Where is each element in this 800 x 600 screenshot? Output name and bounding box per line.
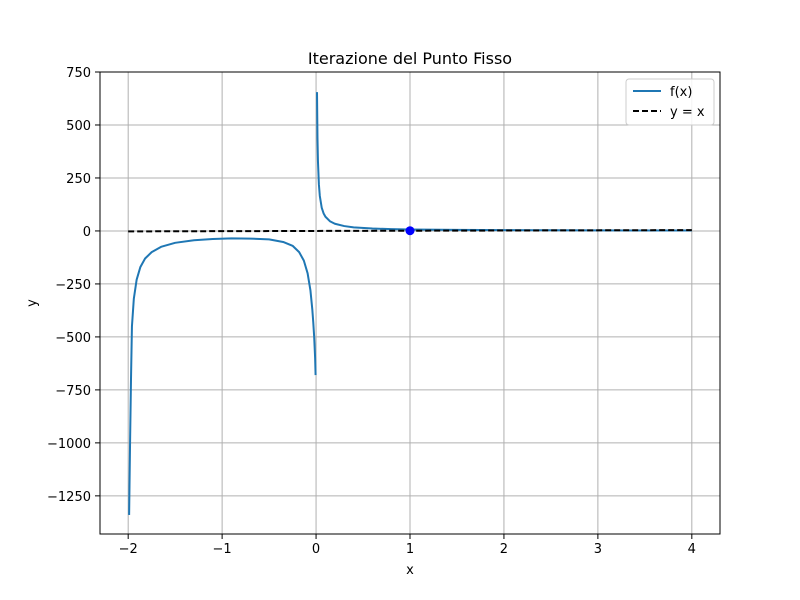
axis-ticks: −2 −1 0 1 2 3 4 750 500 250 0 −250 −500 −750 −1000 −125… [47,66,696,557]
x-tick-label: 0 [312,542,320,557]
chart-title: Iterazione del Punto Fisso [308,49,512,68]
x-tick-label: −2 [119,542,138,557]
legend: f(x) y = x [625,78,715,126]
y-tick-label: −750 [55,384,91,399]
y-tick-label: 250 [66,172,91,187]
legend-label-fx: f(x) [670,85,692,100]
y-tick-label: −1000 [47,437,91,452]
x-axis-label: x [406,563,414,578]
x-tick-label: 1 [406,542,414,557]
y-tick-label: −500 [55,331,91,346]
x-tick-label: 4 [688,542,696,557]
y-tick-label: 0 [83,225,91,240]
legend-label-identity: y = x [670,105,705,120]
y-axis-label: y [25,299,40,307]
x-tick-label: 3 [594,542,602,557]
fixed-point-marker [405,226,415,236]
x-tick-label: 2 [500,542,508,557]
y-tick-label: 500 [66,119,91,134]
y-tick-label: −250 [55,278,91,293]
y-tick-label: −1250 [47,490,91,505]
y-tick-label: 750 [66,66,91,81]
points [405,226,415,236]
series-fx-line [128,237,317,515]
x-tick-label: −1 [213,542,232,557]
